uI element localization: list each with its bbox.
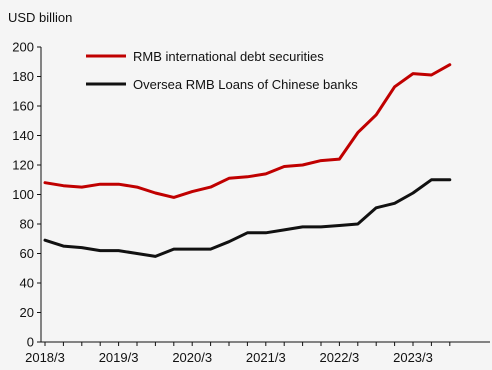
y-tick-label: 120 bbox=[12, 158, 34, 173]
y-unit-label: USD billion bbox=[8, 10, 72, 25]
y-tick-label: 20 bbox=[20, 305, 34, 320]
x-tick-label: 2019/3 bbox=[99, 350, 139, 365]
series-line-oversea-rmb-loans bbox=[43, 178, 452, 258]
x-tick-label: 2022/3 bbox=[320, 350, 360, 365]
y-tick-label: 200 bbox=[12, 40, 34, 55]
y-tick-label: 80 bbox=[20, 217, 34, 232]
x-tick-label: 2021/3 bbox=[246, 350, 286, 365]
x-tick-label: 2023/3 bbox=[393, 350, 433, 365]
x-tick-label: 2018/3 bbox=[25, 350, 65, 365]
y-tick-label: 40 bbox=[20, 276, 34, 291]
y-tick-label: 0 bbox=[27, 335, 34, 350]
y-tick-label: 140 bbox=[12, 128, 34, 143]
x-axis-ticks: 2018/3 2019/3 2020/3 2021/3 2022/3 2023/3 bbox=[25, 342, 451, 365]
y-tick-label: 180 bbox=[12, 69, 34, 84]
legend-label-rmb-international-debt-securities: RMB international debt securities bbox=[133, 49, 324, 64]
series-lines bbox=[43, 63, 452, 258]
series-line-rmb-international-debt-securities bbox=[43, 63, 452, 199]
legend: RMB international debt securities Overse… bbox=[86, 49, 358, 92]
legend-label-oversea-rmb-loans: Oversea RMB Loans of Chinese banks bbox=[133, 77, 358, 92]
y-tick-label: 100 bbox=[12, 187, 34, 202]
y-axis-ticks: 0 20 40 60 80 100 120 140 160 180 200 bbox=[12, 40, 41, 350]
y-tick-label: 160 bbox=[12, 99, 34, 114]
x-tick-label: 2020/3 bbox=[172, 350, 212, 365]
y-tick-label: 60 bbox=[20, 246, 34, 261]
